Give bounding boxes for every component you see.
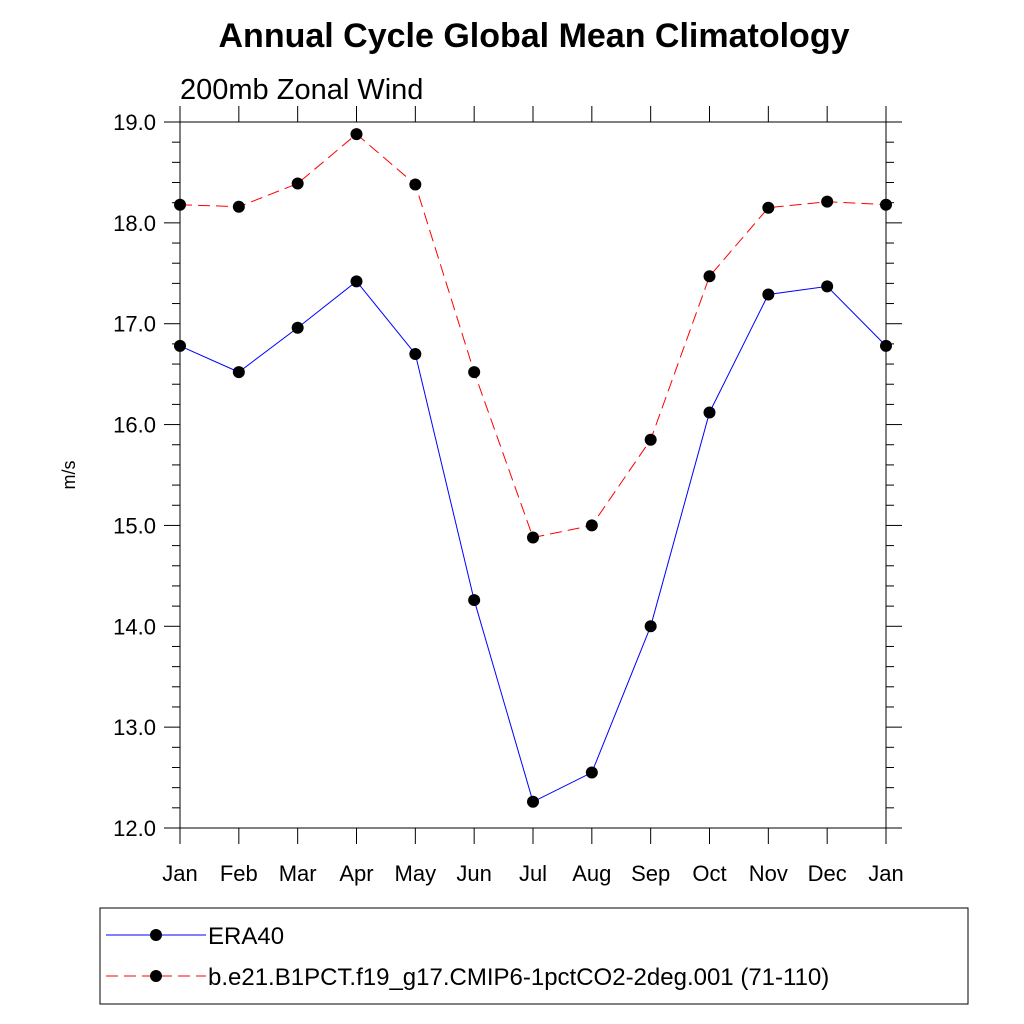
series-2-point <box>644 433 657 446</box>
y-tick-label: 12.0 <box>113 816 156 841</box>
x-tick-label: May <box>395 861 437 886</box>
chart-title: Annual Cycle Global Mean Climatology <box>219 17 850 55</box>
legend-marker-2 <box>150 970 162 982</box>
series-2-point <box>880 198 892 211</box>
series-2-point <box>527 531 539 544</box>
series-2-point <box>350 128 363 141</box>
series-1-point <box>350 275 363 288</box>
plot-frame <box>179 121 887 829</box>
x-tick-label: Feb <box>220 861 258 886</box>
y-tick-label: 19.0 <box>113 110 156 135</box>
legend-marker-1 <box>150 929 162 941</box>
series-1-point <box>762 288 775 301</box>
x-axis-tick-labels: Jan Feb Mar Apr May Jun Jul Aug Sep Oct Nov Dec Jan <box>162 861 903 886</box>
y-tick-label: 15.0 <box>113 513 156 538</box>
series-2-point <box>821 195 834 208</box>
series-1-point <box>703 406 716 419</box>
series-1-point <box>232 366 245 379</box>
series-2-point <box>468 366 481 379</box>
series-1-point <box>585 766 598 779</box>
series-1-point <box>409 347 422 360</box>
x-tick-label: Mar <box>279 861 317 886</box>
x-tick-label: Jan <box>162 861 197 886</box>
x-tick-label: Dec <box>808 861 847 886</box>
x-tick-label: Jun <box>456 861 491 886</box>
y-tick-label: 17.0 <box>113 312 156 337</box>
series-1-point <box>821 280 834 293</box>
series-1-point <box>644 620 657 633</box>
series-1-point <box>527 795 539 808</box>
chart-subtitle: 200mb Zonal Wind <box>180 74 423 106</box>
legend-label-1: ERA40 <box>208 923 284 950</box>
series-1-point <box>291 321 304 334</box>
legend-box <box>99 907 969 1005</box>
x-axis-ticks <box>179 106 887 844</box>
series-layer <box>174 128 892 808</box>
series-1-point <box>468 594 481 607</box>
y-axis-ticks <box>164 121 902 829</box>
y-tick-label: 16.0 <box>113 413 156 438</box>
y-tick-label: 13.0 <box>113 715 156 740</box>
legend: ERA40 b.e21.B1PCT.f19_g17.CMIP6-1pctCO2-2… <box>106 923 829 991</box>
y-axis-tick-labels: 12.0 13.0 14.0 15.0 16.0 17.0 18.0 19.0 <box>113 110 156 841</box>
y-tick-label: 18.0 <box>113 211 156 236</box>
x-tick-label: Aug <box>572 861 611 886</box>
series-2-point <box>703 270 716 283</box>
series-2-point <box>762 201 775 214</box>
x-tick-label: Oct <box>692 861 726 886</box>
series-line-2 <box>179 133 887 539</box>
series-1-point <box>174 339 186 352</box>
series-2-point <box>232 200 245 213</box>
series-2-point <box>585 519 598 532</box>
y-tick-label: 14.0 <box>113 614 156 639</box>
series-2-point <box>174 198 186 211</box>
series-2-point <box>409 178 422 191</box>
x-tick-label: Jul <box>519 861 547 886</box>
series-1-point <box>880 339 892 352</box>
x-tick-label: Jan <box>868 861 903 886</box>
series-2-point <box>291 177 304 190</box>
x-tick-label: Sep <box>631 861 670 886</box>
x-tick-label: Apr <box>339 861 373 886</box>
legend-label-2: b.e21.B1PCT.f19_g17.CMIP6-1pctCO2-2deg.0… <box>208 964 829 991</box>
x-tick-label: Nov <box>749 861 788 886</box>
y-axis-label: m/s <box>59 461 79 490</box>
